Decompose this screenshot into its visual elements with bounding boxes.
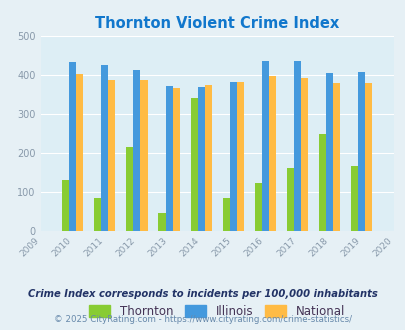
Bar [261,61,268,231]
Bar [204,85,211,231]
Bar [101,65,108,231]
Text: Crime Index corresponds to incidents per 100,000 inhabitants: Crime Index corresponds to incidents per… [28,289,377,299]
Bar [222,198,229,231]
Bar [140,80,147,231]
Text: © 2025 CityRating.com - https://www.cityrating.com/crime-statistics/: © 2025 CityRating.com - https://www.city… [54,315,351,324]
Bar [69,62,76,231]
Bar [62,180,69,231]
Bar [254,183,261,231]
Bar [318,134,325,231]
Bar [236,82,243,231]
Bar [286,168,293,231]
Bar [364,83,371,231]
Bar [333,83,339,231]
Bar [126,147,133,231]
Bar [76,74,83,231]
Bar [350,166,357,231]
Bar [293,61,300,231]
Title: Thornton Violent Crime Index: Thornton Violent Crime Index [95,16,339,31]
Bar [108,80,115,231]
Legend: Thornton, Illinois, National: Thornton, Illinois, National [83,299,350,324]
Bar [133,70,140,231]
Bar [158,213,165,231]
Bar [325,73,333,231]
Bar [172,88,179,231]
Bar [197,87,204,231]
Bar [268,77,275,231]
Bar [300,78,307,231]
Bar [94,198,101,231]
Bar [190,98,197,231]
Bar [357,72,364,231]
Bar [229,82,236,231]
Bar [165,86,172,231]
